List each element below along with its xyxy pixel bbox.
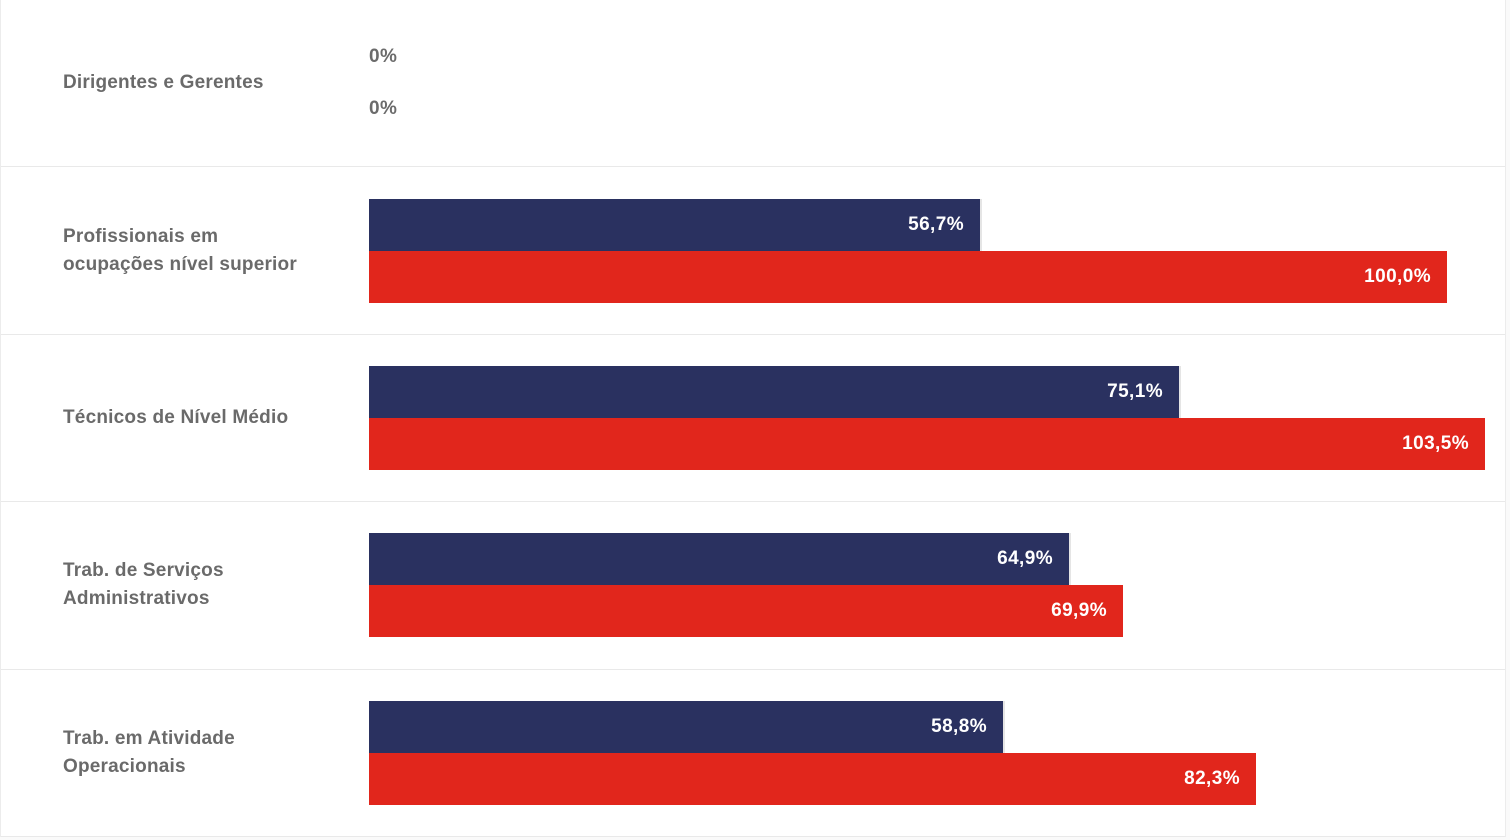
bar-series-2-red: 82,3% (369, 752, 1256, 805)
chart-row: Profissionais em ocupações nível superior… (1, 167, 1505, 335)
bar-series-2-red: 103,5% (369, 418, 1485, 471)
category-label-line: Profissionais em (63, 225, 219, 247)
bar-series-1-navy: 75,1% (369, 366, 1179, 419)
bars-area: 0% 0% (369, 31, 1505, 135)
category-label-line: Administrativos (63, 588, 210, 610)
bar-value-label: 100,0% (1364, 265, 1431, 287)
bar-track: 69,9% (369, 585, 1505, 638)
bar-series-2-red: 69,9% (369, 585, 1123, 638)
bar-value-label: 82,3% (1184, 767, 1240, 789)
bar-track: 0% (369, 83, 1505, 135)
category-label: Técnicos de Nível Médio (1, 404, 369, 432)
bar-track: 58,8% (369, 700, 1505, 753)
bar-value-label: 56,7% (908, 213, 964, 235)
bar-series-2-red: 100,0% (369, 250, 1447, 303)
category-label: Profissionais em ocupações nível superior (1, 223, 369, 279)
bar-track: 56,7% (369, 198, 1505, 251)
chart-row: Dirigentes e Gerentes 0% 0% (1, 0, 1505, 168)
bar-track: 100,0% (369, 250, 1505, 303)
chart-row: Trab. de Serviços Administrativos 64,9% 69,… (1, 502, 1505, 670)
bar-series-1-navy: 56,7% (369, 198, 980, 251)
category-label-line: Técnicos de Nível Médio (63, 407, 289, 429)
bar-value-label: 75,1% (1107, 381, 1163, 403)
bar-series-1-navy: 64,9% (369, 533, 1069, 586)
bars-area: 75,1% 103,5% (369, 366, 1505, 471)
bar-value-label: 103,5% (1402, 433, 1469, 455)
category-label: Trab. em Atividade Operacionais (1, 725, 369, 781)
chart-row: Trab. em Atividade Operacionais 58,8% 82,3% (1, 670, 1505, 838)
bar-value-label: 69,9% (1051, 600, 1107, 622)
bar-track: 75,1% (369, 366, 1505, 419)
category-label-line: Operacionais (63, 755, 186, 777)
bar-series-1-navy: 58,8% (369, 700, 1003, 753)
bar-track: 0% (369, 31, 1505, 83)
bar-value-label: 0% (369, 98, 398, 120)
bar-value-label: 0% (369, 46, 398, 68)
bar-track: 103,5% (369, 418, 1505, 471)
category-label: Dirigentes e Gerentes (1, 69, 369, 97)
bars-area: 56,7% 100,0% (369, 198, 1505, 303)
category-label-line: Dirigentes e Gerentes (63, 72, 264, 94)
bar-track: 82,3% (369, 752, 1505, 805)
chart-row: Técnicos de Nível Médio 75,1% 103,5% (1, 335, 1505, 503)
bars-area: 64,9% 69,9% (369, 533, 1505, 638)
bar-value-label: 58,8% (931, 715, 987, 737)
category-label-line: Trab. em Atividade (63, 727, 235, 749)
category-label-line: ocupações nível superior (63, 253, 297, 275)
bar-track: 64,9% (369, 533, 1505, 586)
bars-area: 58,8% 82,3% (369, 700, 1505, 805)
bar-value-label: 64,9% (997, 548, 1053, 570)
category-label: Trab. de Serviços Administrativos (1, 557, 369, 613)
category-label-line: Trab. de Serviços (63, 560, 224, 582)
